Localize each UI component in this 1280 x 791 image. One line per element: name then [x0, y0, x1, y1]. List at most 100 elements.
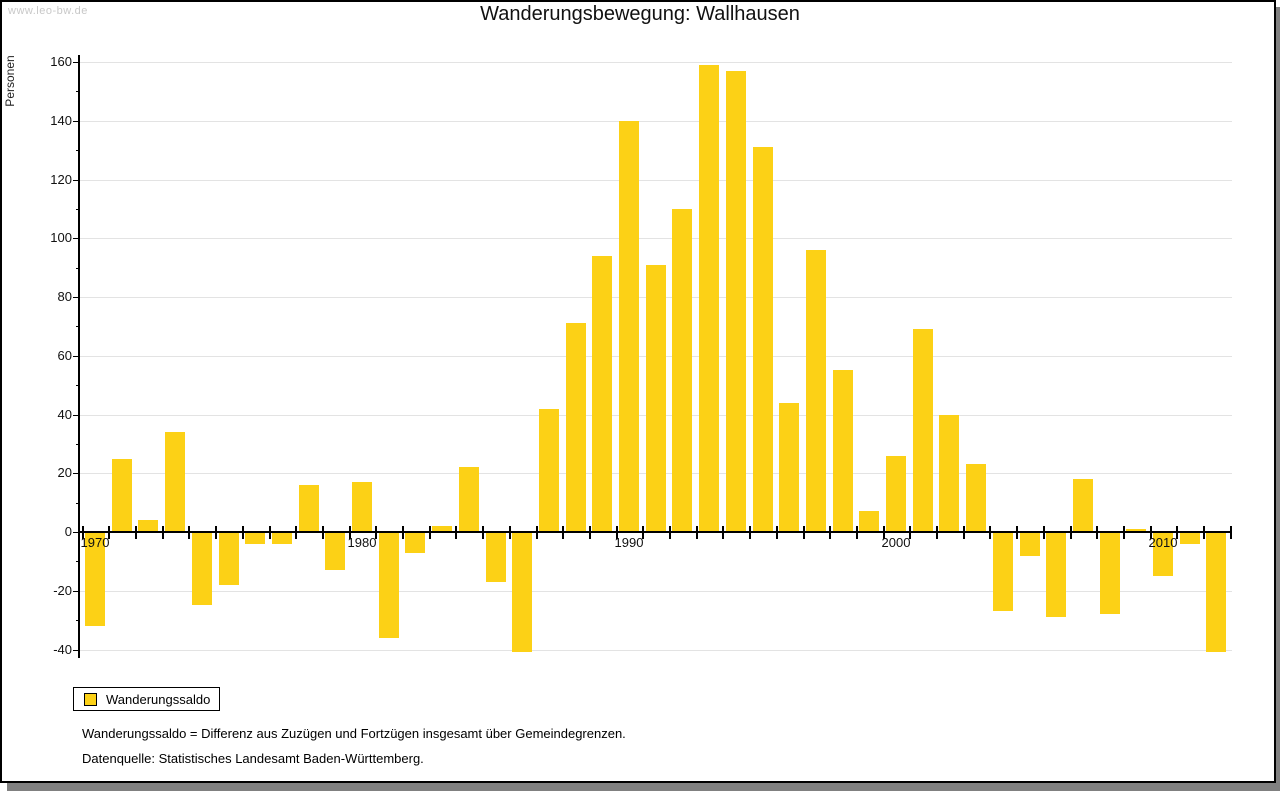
bar-1996 [779, 402, 800, 531]
bar-2002 [939, 414, 960, 531]
x-axis-tick [482, 526, 485, 539]
bar-1989 [592, 255, 613, 531]
x-axis-tick [321, 526, 324, 539]
gridline [80, 238, 1232, 240]
bar-1985 [485, 533, 506, 582]
bar-2011 [1179, 533, 1200, 544]
x-axis-tick [802, 526, 805, 539]
x-axis-tick [562, 526, 565, 539]
y-axis-tick-label: -20 [53, 582, 72, 598]
y-axis-tick-label: 0 [64, 524, 72, 539]
bar-1984 [458, 467, 479, 531]
gridline [80, 179, 1232, 181]
x-axis-tick [829, 526, 832, 539]
x-axis-tick [909, 526, 912, 539]
x-axis-tick [1016, 526, 1019, 539]
x-axis-tick [1203, 526, 1206, 539]
y-axis-tick [73, 179, 80, 181]
y-axis-tick [73, 297, 80, 298]
bar-2010 [1153, 533, 1173, 577]
bar-1988 [565, 323, 586, 531]
y-axis-tick-label: 160 [50, 54, 72, 69]
x-axis-tick [669, 526, 672, 539]
y-axis-tick-label: 20 [57, 465, 72, 481]
x-axis-tick [1069, 526, 1072, 539]
bar-1986 [512, 533, 533, 653]
y-axis-tick [73, 355, 80, 357]
watermark: www.leo-bw.de [8, 5, 88, 17]
bar-2000 [886, 455, 906, 531]
bar-2006 [1046, 533, 1067, 618]
footnote-source: Datenquelle: Statistisches Landesamt Bad… [82, 751, 424, 766]
y-axis-tick [73, 649, 80, 651]
bar-2008 [1099, 533, 1120, 615]
y-axis-tick [73, 414, 80, 416]
x-axis-tick [402, 526, 405, 539]
x-axis-tick [775, 526, 778, 539]
bar-1987 [538, 408, 559, 531]
bar-1994 [725, 70, 746, 531]
bar-2012 [1206, 533, 1227, 653]
y-axis-line [78, 55, 80, 658]
bar-1983 [432, 526, 453, 531]
bar-1976 [245, 533, 266, 544]
y-axis-tick-label: 80 [57, 289, 72, 304]
bar-1973 [165, 432, 186, 531]
y-axis-tick [73, 62, 80, 63]
bar-1970 [85, 533, 105, 626]
bar-1980 [352, 482, 372, 531]
x-axis-tick [749, 526, 752, 539]
page-title: Wanderungsbewegung: Wallhausen [480, 3, 800, 25]
x-axis-tick [375, 526, 378, 539]
bar-1990 [619, 120, 639, 531]
y-axis-tick-label: -40 [53, 641, 72, 657]
y-axis-tick [73, 120, 80, 122]
x-axis-tick [695, 526, 698, 539]
x-axis-tick [882, 526, 885, 539]
footnote-definition: Wanderungssaldo = Differenz aus Zuzügen … [82, 726, 626, 741]
legend-box: Wanderungssaldo [73, 687, 220, 711]
x-axis-line [78, 531, 1232, 533]
bar-2004 [992, 533, 1013, 612]
x-axis-tick [161, 526, 164, 539]
bar-1972 [138, 520, 159, 531]
y-axis-tick [73, 590, 80, 592]
y-axis-tick-label: 60 [57, 347, 72, 363]
bar-1971 [111, 458, 132, 531]
legend-swatch-icon [84, 693, 97, 706]
x-axis-tick [215, 526, 218, 539]
y-axis-tick [73, 532, 80, 533]
gridline [80, 590, 1232, 592]
x-axis-tick [108, 526, 111, 539]
y-axis-tick-label: 120 [50, 171, 72, 187]
bar-1975 [218, 533, 239, 585]
window-shadow-right [1276, 7, 1280, 791]
x-axis-tick [962, 526, 965, 539]
bar-2007 [1072, 479, 1093, 531]
x-axis-tick [936, 526, 939, 539]
bar-2005 [1019, 533, 1040, 556]
y-axis-tick [73, 238, 80, 240]
window-shadow-bottom [7, 783, 1280, 791]
bar-2001 [912, 329, 933, 531]
bar-2009 [1126, 529, 1147, 531]
x-axis-tick [1096, 526, 1099, 539]
x-axis-tick [642, 526, 645, 539]
x-axis-tick [1122, 526, 1125, 539]
y-axis-tick-label: 40 [57, 406, 72, 422]
x-axis-tick [348, 526, 351, 539]
x-axis-tick [1149, 526, 1152, 539]
x-axis-tick [989, 526, 992, 539]
gridline [80, 649, 1232, 651]
x-axis-tick [588, 526, 591, 539]
x-axis-label-2000: 2000 [881, 535, 911, 550]
x-axis-tick [1042, 526, 1045, 539]
x-axis-label-1970: 1970 [80, 535, 110, 550]
bar-1982 [405, 533, 426, 553]
x-axis-tick [188, 526, 191, 539]
y-axis-tick-label: 100 [50, 230, 72, 246]
x-axis-tick [508, 526, 511, 539]
x-axis-tick [722, 526, 725, 539]
x-axis-tick [295, 526, 298, 539]
